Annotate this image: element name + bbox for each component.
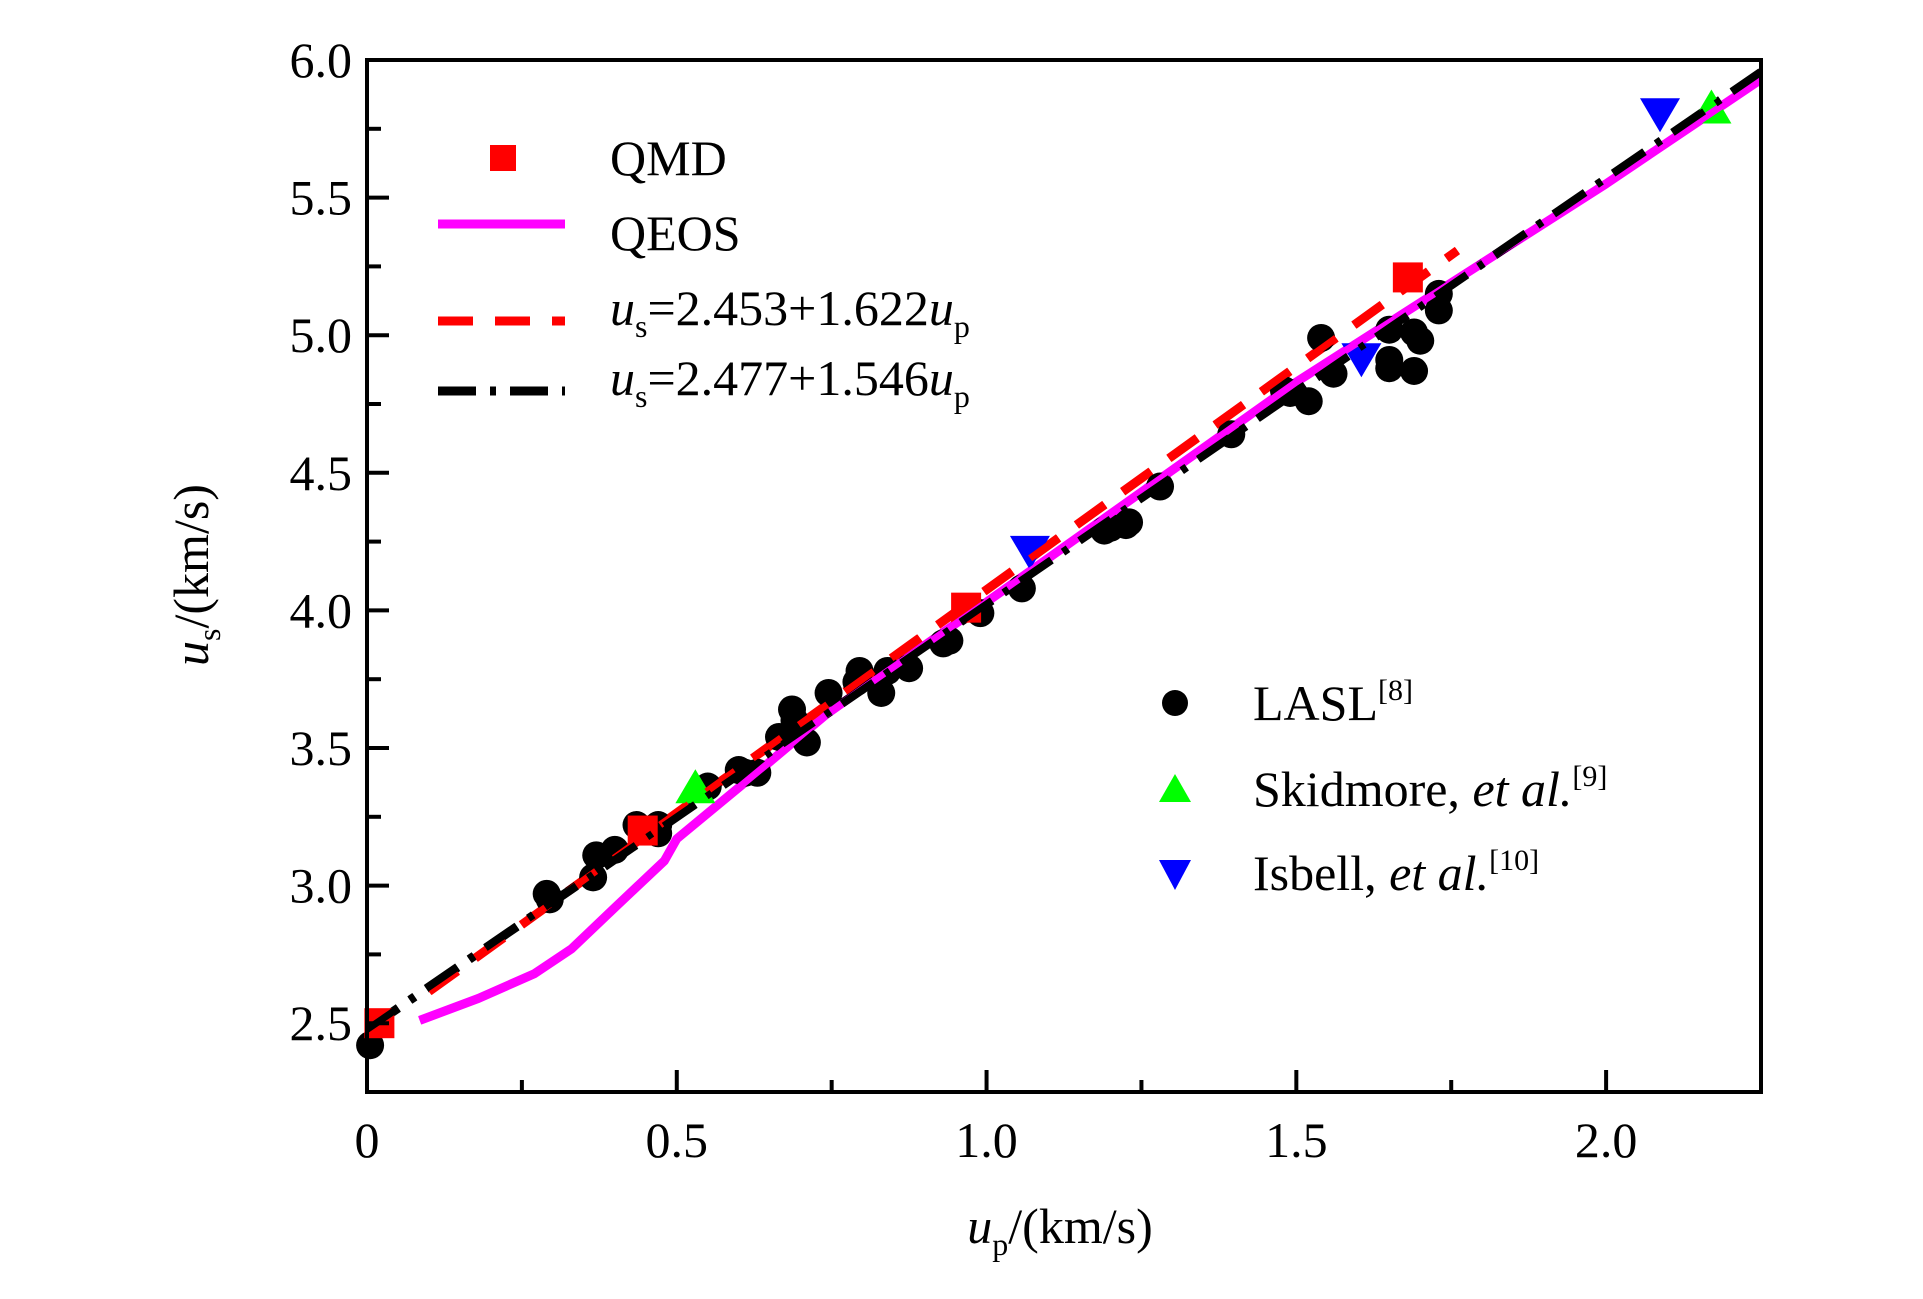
- legend-lasl-label: LASL[8]: [1253, 674, 1413, 731]
- legend-fit-exp-sub1: s: [635, 378, 647, 414]
- fit-line-overlay-fit-qmd: [426, 247, 1460, 995]
- legend-item-fit-qmd: us=2.453+1.622up: [438, 280, 970, 344]
- x-axis-title-unit: /(km/s): [1008, 1198, 1152, 1254]
- series-line-overlay-qeos: [418, 76, 1761, 1024]
- x-axis-title: up/(km/s): [967, 1198, 1152, 1262]
- legend-lasl-ref: [8]: [1378, 674, 1413, 707]
- legend-item-skidmore: Skidmore, et al.[9]: [1159, 760, 1607, 817]
- legend-fit-qmd-label: us=2.453+1.622up: [610, 280, 970, 344]
- legend-fit-exp-var: u: [610, 350, 635, 406]
- data-point-lasl: [356, 1031, 385, 1060]
- legend-fit-qmd-var2: u: [929, 280, 954, 336]
- legend-skidmore-triangle-up-icon: [1159, 774, 1191, 802]
- data-point-lasl: [1400, 318, 1429, 347]
- y-tick-label: 4.5: [290, 445, 353, 501]
- legend-isbell-label: Isbell, et al.[10]: [1253, 844, 1539, 901]
- legend-top-left: QMD QEOS us=2.453+1.622up us=2.477+1.546…: [438, 130, 970, 414]
- legend-isbell-triangle-down-icon: [1159, 860, 1191, 890]
- legend-item-lasl: LASL[8]: [1162, 674, 1413, 731]
- y-tick-label: 4.0: [290, 582, 353, 638]
- y-tick-label: 5.5: [290, 170, 353, 226]
- legend-fit-qmd-sub2: p: [954, 308, 970, 344]
- legend-skidmore-etal: et al.: [1472, 761, 1572, 817]
- y-axis-title: us/(km/s): [163, 484, 227, 666]
- legend-fit-qmd-var: u: [610, 280, 635, 336]
- data-point-lasl: [867, 678, 896, 707]
- fit-line-overlay-fit-exp: [367, 69, 1761, 1033]
- lines-overlay: [367, 69, 1761, 1033]
- legend-lasl-circle-icon: [1162, 690, 1188, 716]
- legend-item-qeos: QEOS: [438, 205, 741, 261]
- legend-isbell-ref: [10]: [1489, 844, 1539, 877]
- x-tick-label: 0.5: [646, 1112, 709, 1168]
- legend-isbell-text: Isbell,: [1253, 845, 1389, 901]
- legend-skidmore-label: Skidmore, et al.[9]: [1253, 760, 1607, 817]
- y-tick-label: 2.5: [290, 995, 353, 1051]
- y-axis-title-sub: s: [191, 628, 227, 640]
- data-point-lasl: [1294, 387, 1323, 416]
- data-point-isbell: [1640, 98, 1681, 133]
- legend-item-fit-exp: us=2.477+1.546up: [438, 350, 970, 414]
- legend-qeos-label: QEOS: [610, 205, 741, 261]
- data-point-lasl: [814, 678, 843, 707]
- legend-fit-qmd-body: =2.453+1.622: [647, 280, 928, 336]
- data-point-lasl: [1400, 356, 1429, 385]
- legend-lasl-text: LASL: [1253, 675, 1378, 731]
- legend-qmd-square-icon: [490, 145, 516, 171]
- x-tick-label: 1.0: [955, 1112, 1018, 1168]
- legend-isbell-etal: et al.: [1389, 845, 1489, 901]
- plot-frame: [365, 58, 1763, 1094]
- legend-fit-exp-label: us=2.477+1.546up: [610, 350, 970, 414]
- data-point-isbell: [1341, 343, 1382, 378]
- ticks-layer: [365, 58, 1609, 1092]
- legend-item-isbell: Isbell, et al.[10]: [1159, 844, 1539, 901]
- legend-fit-qmd-sub1: s: [635, 308, 647, 344]
- data-point-lasl: [1375, 354, 1404, 383]
- tick-labels-layer: 0 0.5 1.0 1.5 2.0 2.5 3.0 3.5 4.0 4.5 5.0 5.5 6.0: [290, 32, 1638, 1168]
- y-tick-label: 3.5: [290, 720, 353, 776]
- legend-item-qmd: QMD: [490, 130, 727, 186]
- x-tick-label: 1.5: [1265, 1112, 1328, 1168]
- legend-fit-exp-body: =2.477+1.546: [647, 350, 928, 406]
- legend-fit-exp-var2: u: [929, 350, 954, 406]
- legend-center-right: LASL[8] Skidmore, et al.[9] Isbell, et a…: [1159, 674, 1607, 901]
- y-tick-label: 6.0: [290, 32, 353, 88]
- x-axis-title-var: u: [967, 1198, 992, 1254]
- x-axis-title-sub: p: [992, 1226, 1008, 1262]
- x-tick-label: 2.0: [1575, 1112, 1638, 1168]
- y-axis-title-var: u: [163, 641, 219, 666]
- data-point-isbell: [1009, 535, 1050, 570]
- data-point-skidmore: [675, 769, 716, 804]
- x-tick-label: 0: [355, 1112, 380, 1168]
- legend-qmd-label: QMD: [610, 130, 727, 186]
- data-point-lasl: [1115, 508, 1144, 537]
- legend-skidmore-ref: [9]: [1572, 760, 1607, 793]
- y-tick-label: 3.0: [290, 858, 353, 914]
- legend-skidmore-text: Skidmore,: [1253, 761, 1472, 817]
- legend-fit-exp-sub2: p: [954, 378, 970, 414]
- y-tick-label: 5.0: [290, 307, 353, 363]
- y-axis-title-unit: /(km/s): [163, 484, 219, 628]
